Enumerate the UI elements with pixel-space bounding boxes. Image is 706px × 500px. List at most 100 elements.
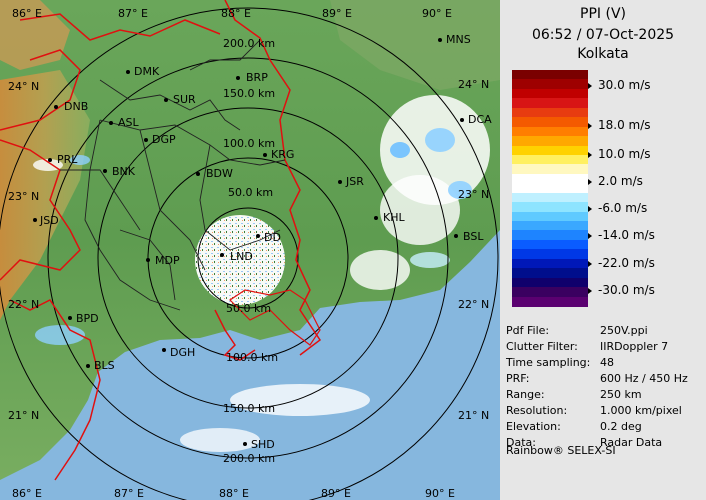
map-canvas: 86° E 87° E 88° E 89° E 90° E 86° E 87° … [0, 0, 500, 500]
colorbar-band [512, 126, 588, 137]
info-value: Radar Data [600, 436, 663, 449]
city-jsd: JSD [39, 214, 59, 227]
colorbar-band [512, 268, 588, 279]
info-value: 600 Hz / 450 Hz [600, 372, 688, 385]
ring-label-south-100: 100.0 km [226, 351, 278, 364]
city-khl: KHL [383, 211, 405, 224]
info-row: Elevation: 0.2 deg [506, 419, 706, 435]
colorbar-tick-arrow [588, 123, 592, 129]
lon-label-bottom-4: 90° E [425, 487, 455, 500]
ring-label-north-50: 50.0 km [228, 186, 273, 199]
info-key: Range: [506, 388, 545, 401]
city-mdp: MDP [155, 254, 180, 267]
colorbar-band [512, 192, 588, 203]
scan-datetime: 06:52 / 07-Oct-2025 [531, 27, 675, 43]
ring-label-south-200: 200.0 km [223, 452, 275, 465]
colorbar-band [512, 98, 588, 109]
colorbar-band [512, 79, 588, 90]
lat-label-left-2: 22° N [8, 298, 39, 311]
lon-label-top-4: 90° E [422, 7, 452, 20]
info-key: Time sampling: [506, 356, 591, 369]
colorbar-band [512, 70, 588, 81]
colorbar-band [512, 287, 588, 298]
info-value: 250V.ppi [600, 324, 648, 337]
colorbar-band [512, 221, 588, 232]
lon-label-top-0: 86° E [12, 7, 42, 20]
colorbar-band [512, 88, 588, 99]
colorbar-band [512, 145, 588, 156]
borders [0, 0, 322, 481]
city-dnb: DNB [64, 100, 88, 113]
info-key: Clutter Filter: [506, 340, 578, 353]
colorbar-band [512, 107, 588, 118]
info-value: 250 km [600, 388, 642, 401]
ring-label-north-100: 100.0 km [223, 137, 275, 150]
colorbar-band [512, 136, 588, 147]
city-prl: PRL [57, 153, 78, 166]
info-key: Data: [506, 436, 536, 449]
colorbar-band [512, 258, 588, 269]
colorbar-tick-label: 18.0 m/s [598, 118, 651, 132]
cities: MNS DMK BRP DNB SUR DCA ASL DGP PRL KRG … [33, 33, 492, 451]
lon-label-top-2: 88° E [221, 7, 251, 20]
city-dd: DD [264, 231, 281, 244]
district-lines [60, 39, 286, 311]
info-key: Resolution: [506, 404, 568, 417]
info-row: Pdf File: 250V.ppi [506, 323, 706, 339]
city-sur: SUR [173, 93, 196, 106]
radar-map: 86° E 87° E 88° E 89° E 90° E 86° E 87° … [0, 0, 500, 500]
info-row: Range: 250 km [506, 387, 706, 403]
lon-label-bottom-1: 87° E [114, 487, 144, 500]
colorbar-tick-label: 10.0 m/s [598, 147, 651, 161]
lat-label-right-1: 23° N [458, 188, 489, 201]
city-lnd: LND [230, 250, 253, 263]
info-key: Pdf File: [506, 324, 550, 337]
lon-label-bottom-0: 86° E [12, 487, 42, 500]
colorbar-band [512, 230, 588, 241]
hills-area [330, 0, 500, 90]
city-bdw: BDW [206, 167, 233, 180]
colorbar-tick-label: -30.0 m/s [598, 283, 655, 297]
lat-label-left-1: 23° N [8, 190, 39, 203]
colorbar-tick-arrow [588, 179, 592, 185]
station-name: Kolkata [577, 46, 629, 62]
colorbar-tick-label: -6.0 m/s [598, 201, 648, 215]
city-dca: DCA [468, 113, 492, 126]
colorbar-band [512, 183, 588, 194]
city-bpd: BPD [76, 312, 99, 325]
echo-clusters [33, 95, 490, 452]
colorbar-tick-arrow [588, 83, 592, 89]
city-mns: MNS [446, 33, 471, 46]
legend-panel: PPI (V) 06:52 / 07-Oct-2025 Kolkata 30.0… [500, 0, 706, 500]
city-bsl: BSL [463, 230, 484, 243]
colorbar-band [512, 117, 588, 128]
city-shd: SHD [251, 438, 275, 451]
ring-label-south-50: 50.0 km [226, 302, 271, 315]
info-value: 48 [600, 356, 614, 369]
velocity-colorbar [512, 70, 588, 307]
city-bnk: BNK [112, 165, 136, 178]
lon-label-bottom-2: 88° E [219, 487, 249, 500]
colorbar-tick-arrow [588, 233, 592, 239]
info-key: PRF: [506, 372, 530, 385]
lon-label-top-3: 89° E [322, 7, 352, 20]
lat-label-left-3: 21° N [8, 409, 39, 422]
colorbar-band [512, 164, 588, 175]
lat-label-right-3: 21° N [458, 409, 489, 422]
ring-label-north-200: 200.0 km [223, 37, 275, 50]
info-row: Clutter Filter: IIRDoppler 7 [506, 339, 706, 355]
range-rings [0, 7, 499, 500]
city-brp: BRP [246, 71, 268, 84]
colorbar-band [512, 211, 588, 222]
city-dgh: DGH [170, 346, 195, 359]
colorbar-band [512, 277, 588, 288]
info-value: 1.000 km/pixel [600, 404, 682, 417]
city-dmk: DMK [134, 65, 160, 78]
graticule: 86° E 87° E 88° E 89° E 90° E 86° E 87° … [8, 7, 489, 500]
colorbar-band [512, 239, 588, 250]
colorbar-tick-arrow [588, 152, 592, 158]
ring-labels: 200.0 km 150.0 km 100.0 km 50.0 km 50.0 … [223, 37, 278, 465]
info-value: 0.2 deg [600, 420, 642, 433]
info-key: Elevation: [506, 420, 561, 433]
city-krg: KRG [271, 148, 294, 161]
